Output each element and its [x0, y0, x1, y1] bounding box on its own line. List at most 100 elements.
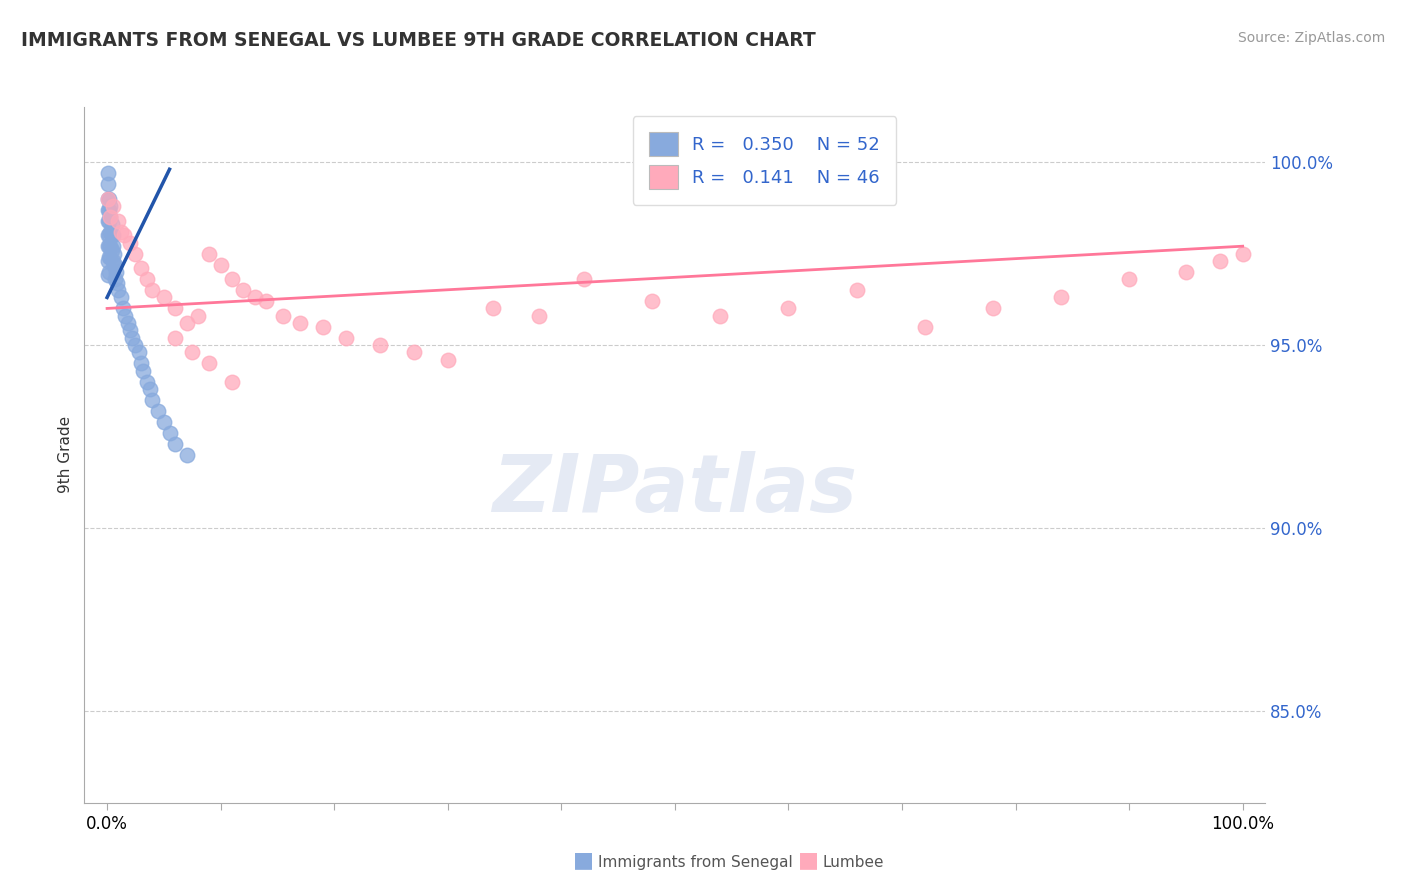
Point — [1118, 272, 1140, 286]
Point — [100, 250, 122, 264]
Text: Immigrants from Senegal: Immigrants from Senegal — [598, 855, 793, 870]
Point — [288, 316, 311, 330]
Point — [312, 319, 335, 334]
Point — [436, 352, 458, 367]
Point — [101, 239, 124, 253]
Point — [221, 375, 243, 389]
Point — [100, 239, 122, 253]
Point — [98, 265, 121, 279]
Point — [103, 258, 125, 272]
Point — [98, 228, 121, 243]
Point — [153, 415, 176, 429]
Text: ■: ■ — [799, 850, 818, 870]
Point — [107, 213, 129, 227]
Point — [110, 290, 132, 304]
Point — [165, 437, 187, 451]
Point — [914, 319, 936, 334]
Point — [709, 309, 731, 323]
Point — [101, 228, 124, 243]
Point — [105, 265, 128, 279]
Point — [110, 225, 132, 239]
Point — [124, 246, 146, 260]
Point — [335, 331, 357, 345]
Point — [243, 290, 266, 304]
Point — [97, 239, 120, 253]
Point — [129, 261, 152, 276]
Point — [187, 309, 209, 323]
Point — [100, 228, 122, 243]
Point — [153, 290, 176, 304]
Text: Lumbee: Lumbee — [823, 855, 884, 870]
Point — [254, 294, 277, 309]
Point — [97, 253, 120, 268]
Legend: R =   0.350    N = 52, R =   0.141    N = 46: R = 0.350 N = 52, R = 0.141 N = 46 — [633, 116, 896, 205]
Point — [176, 448, 198, 462]
Point — [111, 301, 134, 316]
Point — [141, 283, 163, 297]
Point — [181, 345, 204, 359]
Point — [98, 239, 121, 253]
Point — [165, 331, 187, 345]
Point — [97, 166, 120, 180]
Point — [139, 382, 162, 396]
Point — [121, 331, 143, 345]
Point — [129, 356, 152, 370]
Point — [198, 356, 221, 370]
Y-axis label: 9th Grade: 9th Grade — [58, 417, 73, 493]
Point — [98, 192, 121, 206]
Point — [981, 301, 1004, 316]
Point — [97, 192, 120, 206]
Text: ZIPatlas: ZIPatlas — [492, 450, 858, 529]
Point — [221, 272, 243, 286]
Point — [132, 364, 155, 378]
Point — [1050, 290, 1073, 304]
Point — [98, 250, 121, 264]
Point — [135, 272, 157, 286]
Text: ■: ■ — [574, 850, 593, 870]
Point — [141, 392, 163, 407]
Point — [527, 309, 550, 323]
Text: Source: ZipAtlas.com: Source: ZipAtlas.com — [1237, 31, 1385, 45]
Point — [232, 283, 254, 297]
Point — [572, 272, 595, 286]
Point — [198, 246, 221, 260]
Point — [114, 309, 136, 323]
Point — [1174, 265, 1197, 279]
Point — [271, 309, 294, 323]
Point — [97, 192, 120, 206]
Text: IMMIGRANTS FROM SENEGAL VS LUMBEE 9TH GRADE CORRELATION CHART: IMMIGRANTS FROM SENEGAL VS LUMBEE 9TH GR… — [21, 31, 815, 50]
Point — [128, 345, 150, 359]
Point — [118, 235, 141, 250]
Point — [1232, 246, 1254, 260]
Point — [402, 345, 425, 359]
Point — [101, 199, 124, 213]
Point — [97, 228, 120, 243]
Point — [100, 199, 122, 213]
Point — [112, 228, 135, 243]
Point — [100, 243, 122, 257]
Point — [100, 210, 122, 224]
Point — [97, 268, 120, 283]
Point — [98, 202, 121, 217]
Point — [159, 425, 181, 440]
Point — [845, 283, 868, 297]
Point — [97, 177, 120, 191]
Point — [107, 283, 129, 297]
Point — [98, 213, 121, 227]
Point — [105, 276, 128, 290]
Point — [101, 253, 124, 268]
Point — [103, 246, 125, 260]
Point — [118, 323, 141, 337]
Point — [176, 316, 198, 330]
Point — [100, 210, 122, 224]
Point — [124, 338, 146, 352]
Point — [368, 338, 391, 352]
Point — [104, 258, 127, 272]
Point — [100, 217, 122, 231]
Point — [209, 258, 232, 272]
Point — [117, 316, 139, 330]
Point — [100, 225, 122, 239]
Point — [146, 404, 169, 418]
Point — [482, 301, 505, 316]
Point — [97, 213, 120, 227]
